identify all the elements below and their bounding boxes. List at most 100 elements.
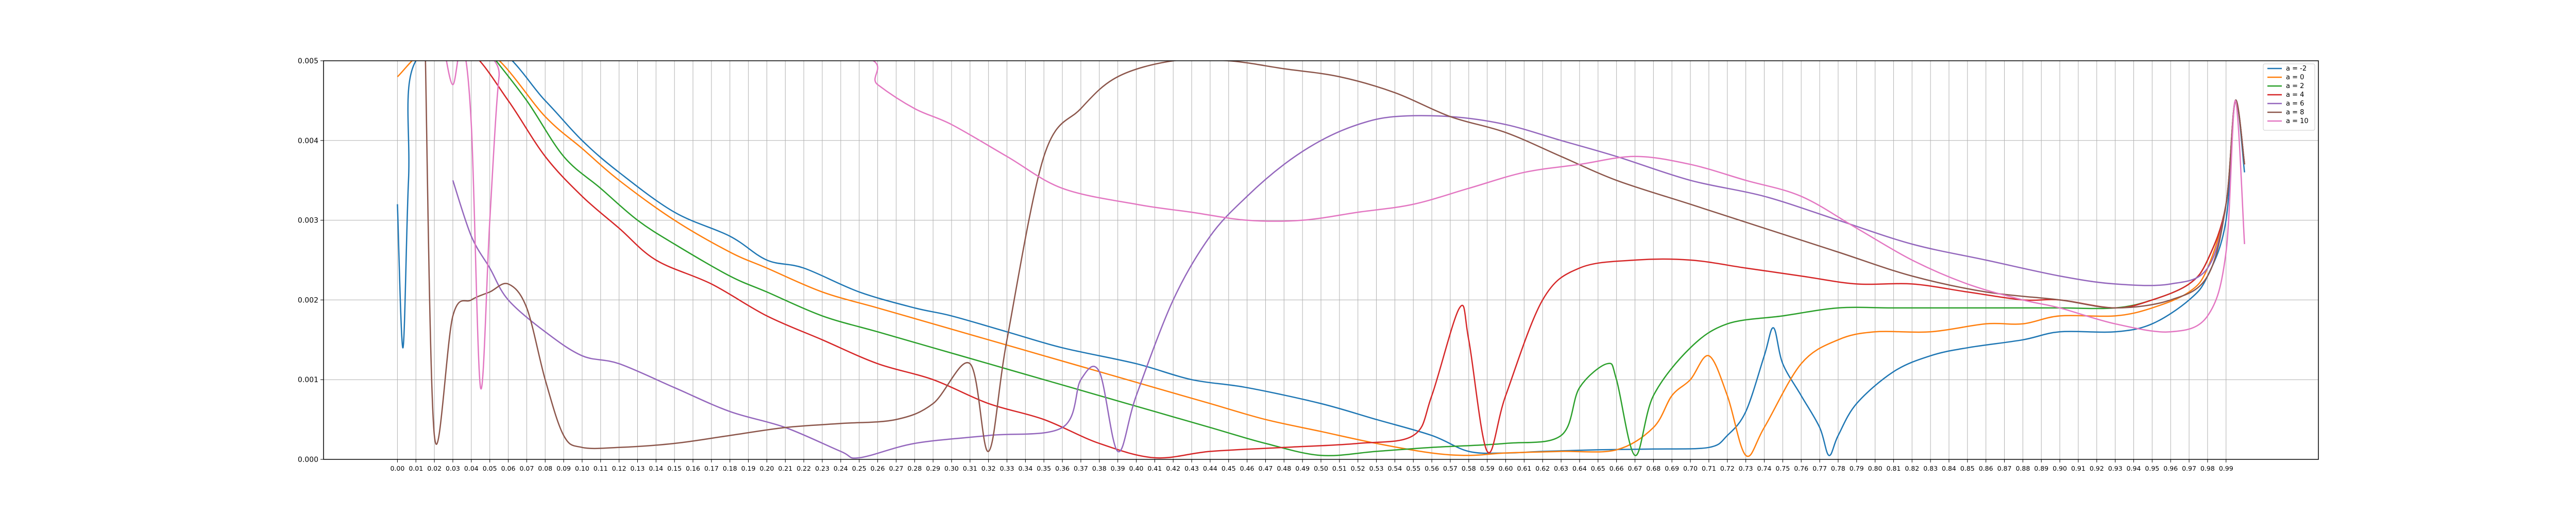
series-line-2 — [495, 61, 2245, 456]
x-tick-label: 0.48 — [1277, 465, 1291, 472]
x-tick-label: 0.83 — [1923, 465, 1938, 472]
x-tick-label: 0.52 — [1351, 465, 1365, 472]
y-tick-label: 0.005 — [298, 57, 318, 65]
x-tick-label: 0.66 — [1609, 465, 1624, 472]
x-tick-label: 0.05 — [483, 465, 497, 472]
series-line-1 — [397, 61, 2245, 457]
x-tick-label: 0.38 — [1092, 465, 1107, 472]
x-tick-label: 0.77 — [1812, 465, 1827, 472]
x-tick-label: 0.70 — [1683, 465, 1698, 472]
x-tick-label: 0.99 — [2219, 465, 2233, 472]
legend-entry: a = -2 — [2286, 65, 2307, 73]
series-line-4 — [452, 99, 2245, 459]
x-tick-label: 0.90 — [2053, 465, 2067, 472]
x-tick-label: 0.29 — [926, 465, 940, 472]
series-line-5 — [425, 61, 2245, 452]
y-tick-label: 0.002 — [298, 296, 318, 304]
x-tick-label: 0.42 — [1166, 465, 1180, 472]
x-tick-label: 0.68 — [1646, 465, 1660, 472]
x-tick-label: 0.74 — [1757, 465, 1772, 472]
x-tick-label: 0.36 — [1055, 465, 1070, 472]
x-tick-label: 0.35 — [1037, 465, 1051, 472]
x-tick-label: 0.87 — [1997, 465, 2012, 472]
x-tick-label: 0.76 — [1794, 465, 1808, 472]
x-tick-label: 0.18 — [723, 465, 737, 472]
legend-entry: a = 6 — [2286, 100, 2304, 108]
x-tick-label: 0.81 — [1886, 465, 1901, 472]
x-tick-label: 0.79 — [1850, 465, 1864, 472]
x-tick-label: 0.28 — [907, 465, 922, 472]
x-tick-label: 0.71 — [1702, 465, 1716, 472]
x-tick-label: 0.10 — [575, 465, 589, 472]
x-tick-label: 0.15 — [667, 465, 682, 472]
x-tick-label: 0.95 — [2145, 465, 2159, 472]
x-tick-label: 0.16 — [686, 465, 700, 472]
series-line-0 — [397, 61, 2245, 456]
legend-entry: a = 8 — [2286, 109, 2304, 116]
x-tick-label: 0.23 — [815, 465, 829, 472]
x-tick-label: 0.63 — [1554, 465, 1568, 472]
x-tick-label: 0.26 — [871, 465, 885, 472]
x-tick-label: 0.54 — [1387, 465, 1402, 472]
x-tick-label: 0.17 — [704, 465, 719, 472]
x-tick-label: 0.11 — [594, 465, 608, 472]
x-tick-label: 0.44 — [1203, 465, 1217, 472]
x-tick-label: 0.59 — [1480, 465, 1495, 472]
x-tick-label: 0.39 — [1111, 465, 1125, 472]
x-tick-label: 0.98 — [2200, 465, 2215, 472]
series-line-6 — [446, 61, 2245, 390]
x-tick-label: 0.12 — [612, 465, 626, 472]
x-tick-label: 0.55 — [1406, 465, 1420, 472]
grid-lines — [324, 60, 2318, 460]
legend-entry: a = 2 — [2286, 82, 2304, 90]
x-tick-label: 0.14 — [649, 465, 663, 472]
x-tick-label: 0.06 — [501, 465, 516, 472]
x-tick-label: 0.82 — [1905, 465, 1919, 472]
x-tick-label: 0.88 — [2015, 465, 2030, 472]
x-tick-label: 0.69 — [1665, 465, 1679, 472]
x-tick-label: 0.45 — [1222, 465, 1236, 472]
x-tick-label: 0.96 — [2163, 465, 2178, 472]
x-tick-label: 0.02 — [427, 465, 442, 472]
x-tick-label: 0.93 — [2108, 465, 2123, 472]
legend-entry: a = 10 — [2286, 117, 2309, 125]
x-tick-label: 0.67 — [1628, 465, 1642, 472]
x-tick-label: 0.01 — [409, 465, 423, 472]
legend-box — [2263, 63, 2315, 131]
x-tick-label: 0.80 — [1868, 465, 1883, 472]
y-tick-label: 0.001 — [298, 376, 318, 384]
legend-entry: a = 4 — [2286, 91, 2304, 99]
x-tick-label: 0.21 — [778, 465, 792, 472]
x-tick-label: 0.24 — [834, 465, 848, 472]
x-tick-label: 0.94 — [2127, 465, 2141, 472]
x-tick-label: 0.22 — [796, 465, 811, 472]
x-tick-label: 0.58 — [1462, 465, 1476, 472]
x-tick-label: 0.72 — [1720, 465, 1735, 472]
x-tick-label: 0.08 — [538, 465, 552, 472]
x-tick-label: 0.25 — [852, 465, 867, 472]
x-tick-label: 0.27 — [889, 465, 903, 472]
x-tick-label: 0.62 — [1535, 465, 1550, 472]
x-tick-label: 0.56 — [1425, 465, 1439, 472]
x-tick-label: 0.32 — [981, 465, 996, 472]
x-tick-label: 0.49 — [1295, 465, 1310, 472]
x-tick-label: 0.57 — [1443, 465, 1458, 472]
y-tick-label: 0.000 — [298, 456, 318, 464]
x-tick-label: 0.91 — [2071, 465, 2086, 472]
x-tick-label: 0.86 — [1979, 465, 1993, 472]
y-tick-label: 0.004 — [298, 137, 318, 145]
legend: a = -2a = 0a = 2a = 4a = 6a = 8a = 10 — [2263, 63, 2315, 131]
x-tick-label: 0.64 — [1572, 465, 1587, 472]
x-tick-label: 0.85 — [1960, 465, 1975, 472]
x-axis-ticks: 0.00 0.01 0.02 0.03 0.04 0.05 0.06 0.07 0.08 0.09… — [390, 459, 2233, 472]
y-tick-label: 0.003 — [298, 217, 318, 225]
x-tick-label: 0.65 — [1591, 465, 1605, 472]
x-tick-label: 0.47 — [1259, 465, 1273, 472]
x-tick-label: 0.84 — [1942, 465, 1956, 472]
x-tick-label: 0.46 — [1240, 465, 1255, 472]
x-tick-label: 0.61 — [1517, 465, 1531, 472]
x-tick-label: 0.89 — [2034, 465, 2048, 472]
y-axis-ticks: 0.000 0.001 0.002 0.003 0.004 0.005 — [298, 57, 324, 464]
x-tick-label: 0.31 — [963, 465, 977, 472]
x-tick-label: 0.20 — [760, 465, 774, 472]
